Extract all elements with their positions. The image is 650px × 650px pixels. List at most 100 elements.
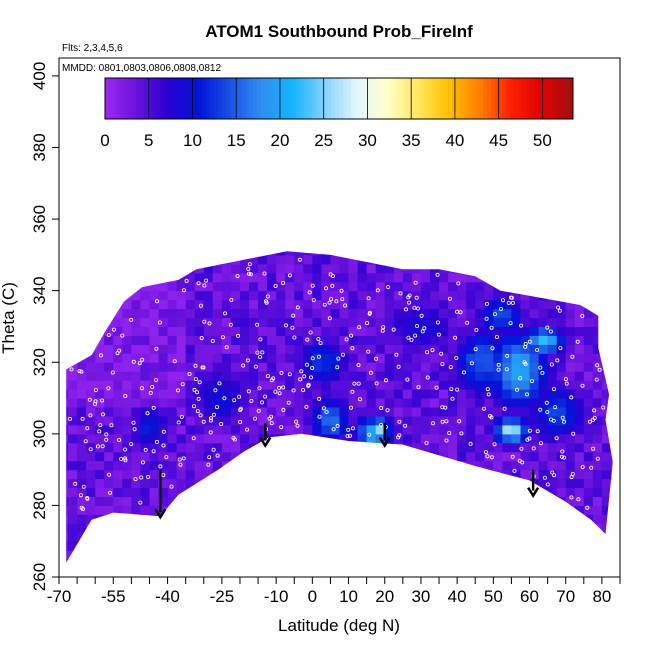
heatmap-cell [267,362,277,372]
heatmap-cell [95,568,105,578]
heatmap-cell [556,263,567,274]
heatmap-cell [86,290,96,301]
heatmap-cell [230,523,241,533]
heatmap-cell [167,415,178,426]
heatmap-cell [348,478,359,489]
heatmap-cell [321,523,331,533]
heatmap-cell [393,505,404,515]
heatmap-cell [68,272,78,283]
colorbar-swatch [502,78,508,119]
heatmap-cell [565,433,576,444]
heatmap-cell [466,317,476,327]
heatmap-cell [276,263,286,274]
heatmap-cell [411,251,422,256]
heatmap-cell [565,335,576,345]
observation-point [555,358,560,363]
heatmap-cell [212,451,223,462]
heatmap-cell [258,272,268,283]
heatmap-cell [448,272,458,283]
heatmap-cell [411,353,422,363]
heatmap-cell [267,541,277,551]
heatmap-cell [457,299,467,310]
colorbar-swatch [456,78,461,119]
heatmap-cell [258,514,268,524]
heatmap-cell [267,237,277,247]
flight-arrow-head [259,436,272,448]
heatmap-cell [565,299,576,310]
heatmap-cell [457,317,467,327]
observation-point [100,444,105,449]
heatmap-cell [575,237,585,247]
heatmap-cell [66,353,69,363]
heatmap-cell [185,290,196,301]
heatmap-cell [420,433,431,444]
heatmap-cell [547,460,558,471]
observation-point [206,462,211,467]
observation-point [299,369,304,374]
colorbar-swatch [549,78,554,119]
colorbar-swatch [526,78,531,119]
heatmap-cell [185,469,196,480]
heatmap-cell [122,335,132,345]
colorbar-swatch [222,78,227,119]
heatmap-cell [466,263,476,274]
heatmap-cell [556,317,567,327]
heatmap-cell [267,514,277,524]
heatmap-cell [221,371,232,381]
heatmap-cell [77,398,87,408]
heatmap-cell [194,442,205,453]
heatmap-cell [68,344,78,354]
heatmap-cell [574,317,585,327]
heatmap-cell [167,451,178,462]
heatmap-cell [68,254,78,265]
heatmap-cell [539,237,549,247]
heatmap-cell [357,290,368,301]
observation-point [349,333,354,338]
colorbar-swatch [506,78,511,119]
heatmap-cell [439,353,449,363]
heatmap-cell [330,415,341,426]
heatmap-cell [66,254,69,265]
heatmap-cell [131,460,141,471]
heatmap-cell [393,272,404,283]
heatmap-cell [339,335,350,345]
observation-point [80,416,85,421]
heatmap-cell [384,299,395,310]
heatmap-cell [230,541,241,551]
heatmap-cell [167,326,178,336]
heatmap-cell [321,353,331,363]
heatmap-cell [348,514,359,524]
heatmap-cell [439,460,449,471]
heatmap-cell [402,251,413,256]
heatmap-cell [276,299,286,310]
heatmap-cell [131,344,141,354]
heatmap-cell [185,487,196,497]
colorbar-tick-label: 50 [533,131,552,150]
heatmap-cell [475,469,485,480]
heatmap-cell [122,299,132,310]
heatmap-cell [384,335,395,345]
heatmap-cell [194,335,205,345]
observation-point [257,386,262,391]
heatmap-cell [430,398,440,408]
heatmap-cell [502,326,512,336]
heatmap-cell [592,299,603,310]
heatmap-cell [312,451,322,462]
heatmap-cell [484,469,494,480]
heatmap-cell [502,460,512,471]
heatmap-cell [348,281,359,292]
heatmap-cell [583,353,594,363]
heatmap-cell [384,344,395,354]
heatmap-cell [457,344,467,354]
heatmap-cell [611,469,613,480]
heatmap-cell [348,523,359,533]
heatmap-cell [375,344,386,354]
heatmap-cell [565,380,576,390]
heatmap-cell [475,251,485,256]
heatmap-cell [430,299,440,310]
heatmap-cell [502,487,512,497]
observation-point [559,454,564,459]
heatmap-cell [149,254,160,265]
heatmap-cell [276,469,286,480]
heatmap-cell [140,362,150,372]
